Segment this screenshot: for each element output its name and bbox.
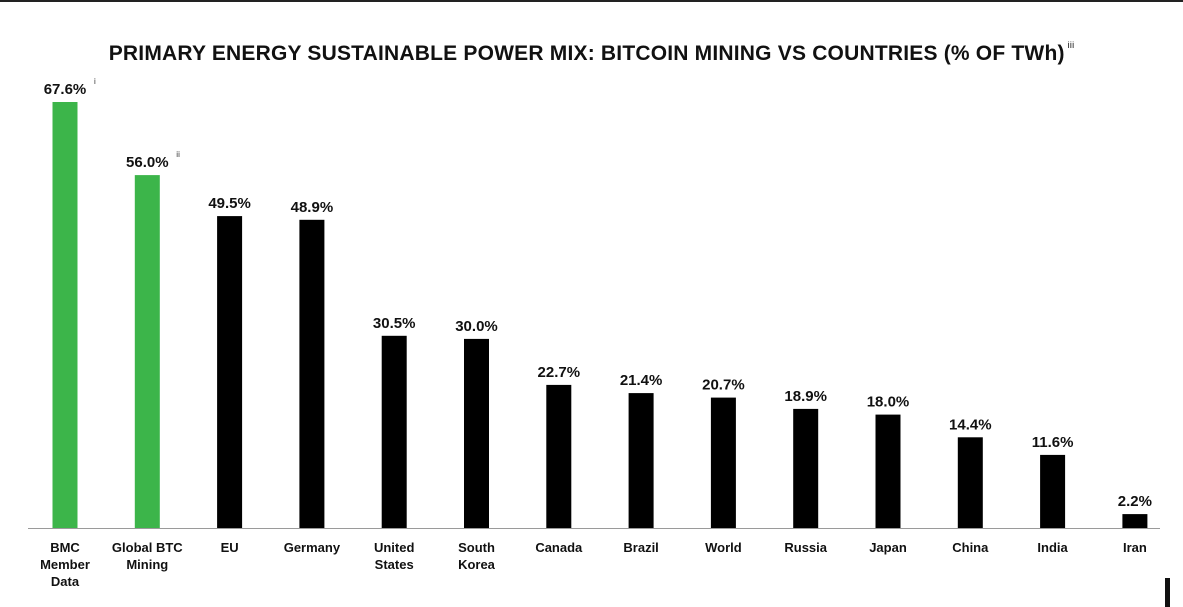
- bar-11: [957, 437, 983, 528]
- top-border: [0, 0, 1183, 2]
- bar-5: [464, 338, 489, 528]
- bar-12: [1040, 454, 1066, 528]
- data-label-8: 20.7%: [702, 377, 745, 394]
- bar-3: [299, 219, 325, 529]
- category-label-9: Russia: [784, 540, 827, 555]
- data-label-footnote-1: ii: [176, 150, 180, 159]
- bar-1: [134, 175, 160, 528]
- data-label-13: 2.2%: [1118, 493, 1152, 510]
- data-label-1: 56.0%: [126, 154, 169, 171]
- bar-9: [793, 408, 819, 528]
- bar-13: [1122, 514, 1148, 528]
- category-label-6: Canada: [535, 540, 583, 555]
- category-label-11: China: [952, 540, 989, 555]
- bar-2: [217, 216, 243, 528]
- bar-6: [546, 384, 572, 528]
- data-label-3: 48.9%: [291, 199, 334, 216]
- data-label-footnote-0: i: [94, 77, 96, 86]
- chart-title: PRIMARY ENERGY SUSTAINABLE POWER MIX: BI…: [0, 40, 1183, 66]
- data-label-5: 30.0%: [455, 318, 498, 335]
- category-label-2: EU: [221, 540, 239, 555]
- data-label-12: 11.6%: [1032, 434, 1074, 451]
- data-label-6: 22.7%: [538, 364, 581, 381]
- data-label-11: 14.4%: [949, 416, 992, 433]
- category-label-12: India: [1037, 540, 1068, 555]
- bar-7: [628, 393, 654, 528]
- bar-10: [875, 414, 901, 528]
- category-label-1: Global BTC Mining: [112, 540, 183, 572]
- data-label-10: 18.0%: [867, 394, 910, 411]
- category-label-8: World: [705, 540, 742, 555]
- category-label-10: Japan: [869, 540, 907, 555]
- category-label-0: BMC Member Data: [40, 540, 90, 589]
- data-label-4: 30.5%: [373, 315, 416, 332]
- category-label-3: Germany: [284, 540, 341, 555]
- data-label-0: 67.6%: [44, 81, 87, 98]
- corner-mark: [1165, 578, 1170, 607]
- category-label-4: United States: [374, 540, 415, 572]
- data-label-9: 18.9%: [784, 388, 827, 405]
- category-label-7: Brazil: [623, 540, 658, 555]
- category-label-13: Iran: [1123, 540, 1147, 555]
- bar-8: [710, 397, 736, 528]
- chart-title-footnote: iii: [1067, 40, 1075, 50]
- bar-0: [52, 102, 78, 528]
- data-label-7: 21.4%: [620, 372, 663, 389]
- bar-4: [381, 335, 407, 528]
- chart-title-text: PRIMARY ENERGY SUSTAINABLE POWER MIX: BI…: [108, 42, 1065, 65]
- category-label-5: South Korea: [458, 540, 496, 572]
- data-label-2: 49.5%: [208, 195, 251, 212]
